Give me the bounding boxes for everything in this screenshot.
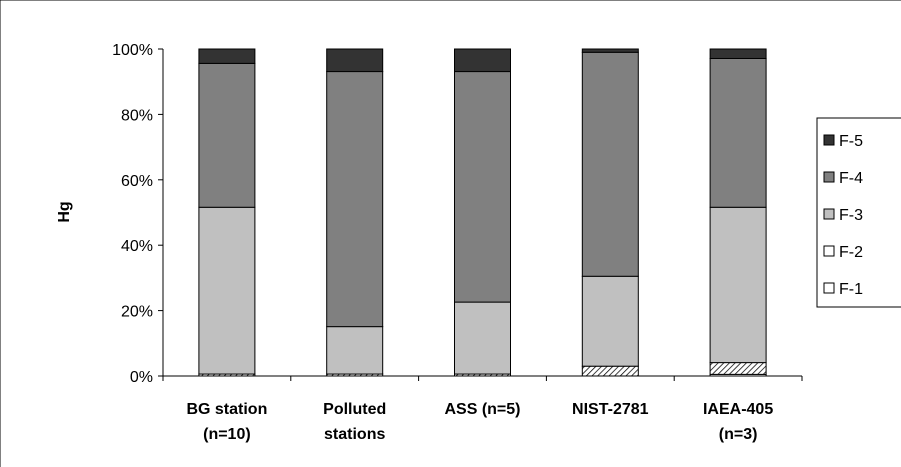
x-category-label: IAEA-405 xyxy=(703,401,773,418)
bar-segment-f-2 xyxy=(581,365,639,377)
y-tick-label: 60% xyxy=(121,173,153,190)
bar-segment-f-4 xyxy=(581,51,639,277)
bar-segment-f-4 xyxy=(709,57,767,208)
x-category-label: (n=3) xyxy=(719,426,758,443)
legend-swatch xyxy=(823,282,835,294)
bar-segment-f-4 xyxy=(198,62,256,208)
bar-segment-f-5 xyxy=(709,48,767,59)
x-category-label: NIST-2781 xyxy=(572,401,649,418)
y-tick-label: 80% xyxy=(121,107,153,124)
x-category-label: stations xyxy=(324,426,385,443)
x-category-label: ASS (n=5) xyxy=(444,401,520,418)
x-category-label: BG station xyxy=(186,401,267,418)
legend-swatch xyxy=(823,208,835,220)
legend-label: F-5 xyxy=(839,133,863,150)
legend-swatch xyxy=(823,134,835,146)
bar-segment-f-5 xyxy=(198,48,256,64)
bar-segment-f-3 xyxy=(454,301,511,375)
bar-segment-f-4 xyxy=(326,71,384,328)
x-category-label: (n=10) xyxy=(203,426,251,443)
bar-segment-f-3 xyxy=(198,206,256,375)
y-tick-label: 40% xyxy=(121,238,153,255)
y-tick-label: 100% xyxy=(112,42,153,59)
legend-label: F-1 xyxy=(839,281,863,298)
y-tick-label: 0% xyxy=(130,369,153,386)
y-tick-label: 20% xyxy=(121,304,153,321)
bar-segment-f-5 xyxy=(326,48,384,73)
plot-area: 0% 20% 40% 60% 80% 100% BG station (n=10) Pollut… xyxy=(112,42,803,443)
bar-segment-f-3 xyxy=(326,326,384,375)
x-category-label: Polluted xyxy=(323,401,386,418)
legend-label: F-2 xyxy=(839,244,863,261)
legend-swatch xyxy=(823,171,835,183)
legend-label: F-4 xyxy=(839,170,863,187)
y-axis-label: Hg xyxy=(56,201,73,222)
legend-label: F-3 xyxy=(839,207,863,224)
legend-swatch xyxy=(823,245,835,257)
bar-segment-f-4 xyxy=(454,71,511,303)
bar-segment-f-5 xyxy=(454,48,511,73)
bar-segment-f-3 xyxy=(709,206,767,364)
legend: F-5 F-4 F-3 F-2 F-1 xyxy=(816,117,901,308)
bar-segment-f-5 xyxy=(581,48,639,53)
bar-segment-f-3 xyxy=(581,275,639,367)
bar-segment-f-2 xyxy=(709,362,767,375)
